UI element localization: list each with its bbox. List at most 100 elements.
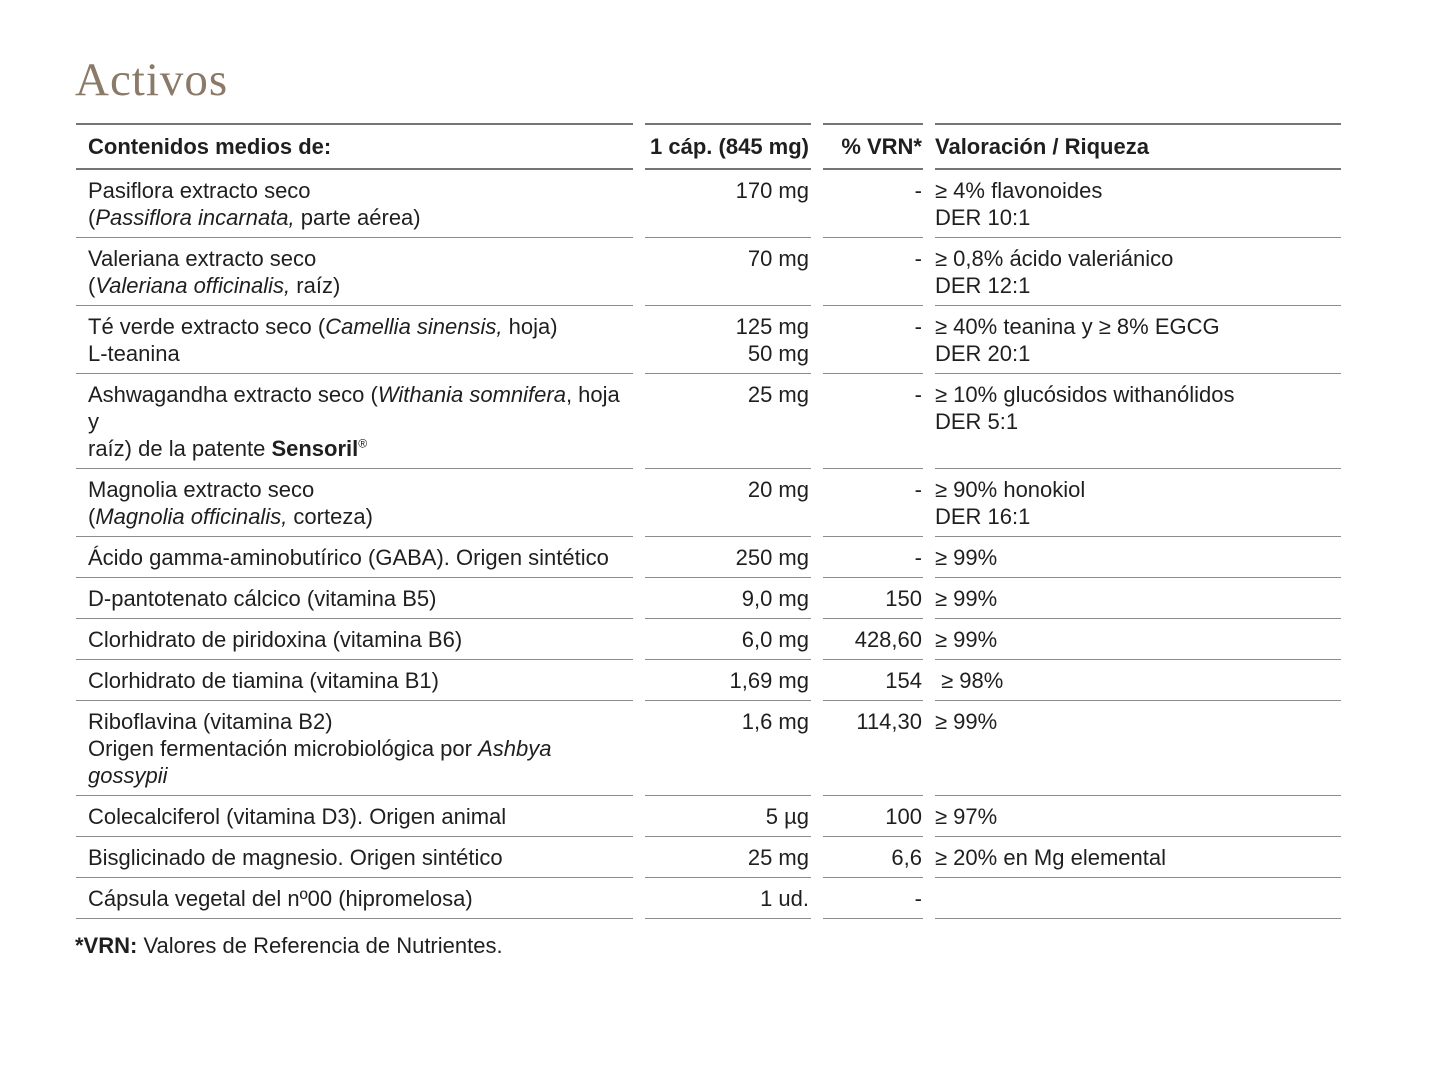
vrn-cell: -: [823, 374, 923, 469]
valuation-cell: ≥ 99%: [935, 701, 1341, 796]
valuation-cell: [935, 878, 1341, 919]
table-header-row: Contenidos medios de: 1 cáp. (845 mg) % …: [76, 123, 1341, 170]
ingredient-name-segment: Ashbya gossypii: [88, 736, 552, 788]
ingredient-name-line: Origen fermentación microbiológica por A…: [88, 735, 633, 789]
table-row: Riboflavina (vitamina B2) Origen fermenta…: [76, 701, 1341, 796]
table-row: Colecalciferol (vitamina D3). Origen ani…: [76, 796, 1341, 837]
ingredient-name-segment: Ashwagandha extracto seco (: [88, 382, 378, 407]
amount-cell: 6,0 mg: [645, 619, 811, 660]
valuation-line: DER 16:1: [935, 504, 1031, 529]
actives-table: Contenidos medios de: 1 cáp. (845 mg) % …: [64, 123, 1353, 919]
valuation-cell: ≥ 97%: [935, 796, 1341, 837]
amount-cell: 70 mg: [645, 238, 811, 306]
valuation-cell: ≥ 99%: [935, 537, 1341, 578]
ingredient-name-segment: Cápsula vegetal del nº00 (hipromelosa): [88, 886, 473, 911]
ingredient-name-segment: Camellia sinensis,: [325, 314, 503, 339]
ingredient-name-line: Té verde extracto seco (Camellia sinensi…: [88, 313, 633, 340]
table-row: D-pantotenato cálcico (vitamina B5) 9,0 m…: [76, 578, 1341, 619]
amount-line: 170 mg: [735, 178, 809, 203]
valuation-line: ≥ 99%: [935, 586, 998, 611]
valuation-line: DER 12:1: [935, 273, 1031, 298]
valuation-line: ≥ 99%: [935, 545, 998, 570]
ingredient-name-segment: Magnolia extracto seco: [88, 477, 315, 502]
ingredient-name-cell: Té verde extracto seco (Camellia sinensi…: [76, 306, 633, 374]
valuation-line: ≥ 99%: [935, 709, 998, 734]
ingredient-name-cell: Bisglicinado de magnesio. Origen sintéti…: [76, 837, 633, 878]
vrn-footnote-prefix: *VRN:: [75, 933, 138, 958]
amount-line: 25 mg: [747, 382, 809, 407]
header-contents: Contenidos medios de:: [76, 123, 633, 170]
amount-cell: 5 µg: [645, 796, 811, 837]
valuation-cell: ≥ 90% honokiol DER 16:1: [935, 469, 1341, 537]
ingredient-name-segment: (: [88, 205, 96, 230]
ingredient-name-line: L-teanina: [88, 340, 633, 367]
valuation-line: ≥ 10% glucósidos withanólidos: [935, 382, 1235, 407]
ingredient-name-line: Pasiflora extracto seco: [88, 177, 633, 204]
vrn-cell: 100: [823, 796, 923, 837]
valuation-line: ≥ 20% en Mg elemental: [935, 845, 1166, 870]
ingredient-name-cell: Magnolia extracto seco (Magnolia officina…: [76, 469, 633, 537]
ingredient-name-line: Clorhidrato de piridoxina (vitamina B6): [88, 626, 633, 653]
ingredient-name-cell: Ashwagandha extracto seco (Withania somn…: [76, 374, 633, 469]
vrn-cell: -: [823, 878, 923, 919]
amount-line: 50 mg: [747, 341, 809, 366]
valuation-cell: ≥ 4% flavonoides DER 10:1: [935, 170, 1341, 238]
ingredient-name-line: Colecalciferol (vitamina D3). Origen ani…: [88, 803, 633, 830]
amount-line: 1,69 mg: [729, 668, 810, 693]
amount-line: 5 µg: [765, 804, 809, 829]
table-row: Cápsula vegetal del nº00 (hipromelosa) 1 …: [76, 878, 1341, 919]
table-row: Ashwagandha extracto seco (Withania somn…: [76, 374, 1341, 469]
header-valuation: Valoración / Riqueza: [935, 123, 1341, 170]
ingredient-name-segment: Clorhidrato de tiamina (vitamina B1): [88, 668, 439, 693]
valuation-line: ≥ 99%: [935, 627, 998, 652]
vrn-cell: -: [823, 170, 923, 238]
valuation-line: DER 20:1: [935, 341, 1031, 366]
amount-cell: 1,6 mg: [645, 701, 811, 796]
amount-cell: 170 mg: [645, 170, 811, 238]
ingredient-name-line: (Valeriana officinalis, raíz): [88, 272, 633, 299]
ingredient-name-segment: Sensoril: [271, 436, 359, 461]
ingredient-name-segment: Valeriana extracto seco: [88, 246, 317, 271]
ingredient-name-segment: Origen fermentación microbiológica por: [88, 736, 479, 761]
ingredient-name-segment: corteza): [287, 504, 373, 529]
amount-cell: 25 mg: [645, 374, 811, 469]
table-row: Pasiflora extracto seco (Passiflora incar…: [76, 170, 1341, 238]
vrn-cell: -: [823, 306, 923, 374]
ingredient-name-cell: Colecalciferol (vitamina D3). Origen ani…: [76, 796, 633, 837]
table-row: Clorhidrato de tiamina (vitamina B1) 1,69…: [76, 660, 1341, 701]
header-vrn-percent: % VRN*: [823, 123, 923, 170]
amount-cell: 125 mg 50 mg: [645, 306, 811, 374]
valuation-line: DER 5:1: [935, 409, 1019, 434]
amount-line: 250 mg: [735, 545, 809, 570]
ingredient-name-segment: (: [88, 273, 96, 298]
ingredient-name-line: (Passiflora incarnata, parte aérea): [88, 204, 633, 231]
ingredient-name-line: (Magnolia officinalis, corteza): [88, 503, 633, 530]
amount-cell: 20 mg: [645, 469, 811, 537]
ingredient-name-line: Cápsula vegetal del nº00 (hipromelosa): [88, 885, 633, 912]
ingredient-name-cell: D-pantotenato cálcico (vitamina B5): [76, 578, 633, 619]
vrn-cell: -: [823, 238, 923, 306]
ingredient-name-line: Ácido gamma-aminobutírico (GABA). Origen…: [88, 544, 633, 571]
amount-line: 20 mg: [747, 477, 809, 502]
ingredient-name-segment: Clorhidrato de piridoxina (vitamina B6): [88, 627, 463, 652]
amount-line: 1 ud.: [760, 886, 809, 911]
valuation-cell: ≥ 99%: [935, 619, 1341, 660]
ingredient-name-line: D-pantotenato cálcico (vitamina B5): [88, 585, 633, 612]
valuation-line: ≥ 4% flavonoides: [935, 178, 1103, 203]
ingredient-name-segment: L-teanina: [88, 341, 180, 366]
table-row: Clorhidrato de piridoxina (vitamina B6) 6…: [76, 619, 1341, 660]
table-row: Bisglicinado de magnesio. Origen sintéti…: [76, 837, 1341, 878]
amount-cell: 250 mg: [645, 537, 811, 578]
amount-cell: 9,0 mg: [645, 578, 811, 619]
ingredient-name-line: Clorhidrato de tiamina (vitamina B1): [88, 667, 633, 694]
valuation-cell: ≥ 0,8% ácido valeriánico DER 12:1: [935, 238, 1341, 306]
valuation-line: ≥ 98%: [935, 668, 1004, 693]
actives-table-body: Pasiflora extracto seco (Passiflora incar…: [76, 170, 1341, 919]
valuation-line: ≥ 97%: [935, 804, 998, 829]
amount-line: 6,0 mg: [741, 627, 809, 652]
ingredient-name-segment: Té verde extracto seco (: [88, 314, 326, 339]
valuation-line: ≥ 40% teanina y ≥ 8% EGCG: [935, 314, 1220, 339]
header-amount-per-capsule: 1 cáp. (845 mg): [645, 123, 811, 170]
ingredient-name-segment: Valeriana officinalis,: [95, 273, 291, 298]
ingredient-name-cell: Pasiflora extracto seco (Passiflora incar…: [76, 170, 633, 238]
